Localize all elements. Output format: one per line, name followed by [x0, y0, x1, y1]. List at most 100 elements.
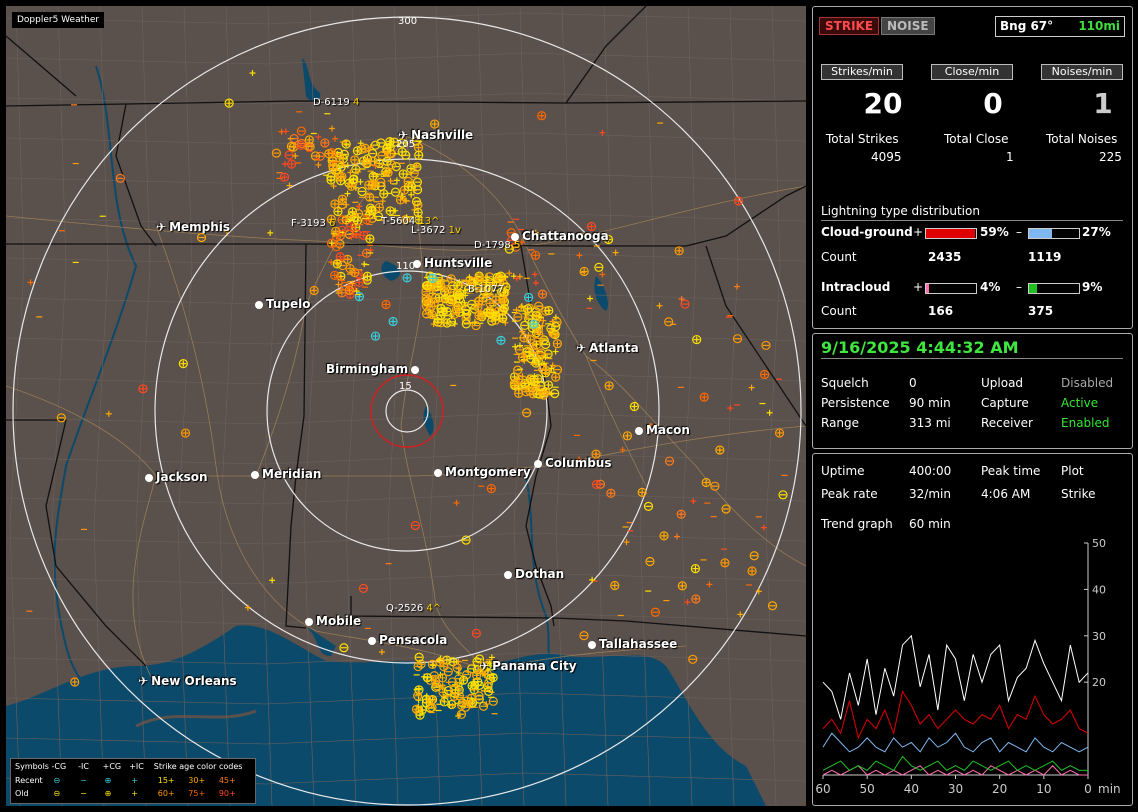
- total-noises-value: 225: [1099, 150, 1122, 164]
- trend-series-line: [822, 634, 1089, 720]
- strike-marker: [715, 445, 725, 455]
- pos-ic-old-icon: +: [131, 789, 138, 798]
- storm-cell-label[interactable]: F-3193 6: [291, 218, 335, 229]
- city-name: Macon: [646, 423, 690, 437]
- strike-marker: [269, 577, 276, 584]
- strike-marker: [287, 159, 297, 169]
- cell-tail: 13^: [418, 216, 440, 227]
- strike-marker: [528, 344, 538, 354]
- total-close-value: 1: [1006, 150, 1014, 164]
- strike-marker: [244, 604, 251, 611]
- strike-marker: [56, 413, 66, 423]
- strike-marker: [486, 483, 496, 494]
- strike-marker: [338, 277, 345, 284]
- strike-marker: [690, 498, 697, 505]
- lightning-map[interactable]: Doppler5 Weather 300 205 110 15 ✈ Nashvil…: [6, 6, 806, 806]
- strike-marker: [357, 178, 364, 185]
- ic-count-label: Count: [821, 304, 857, 318]
- ic-negative-pct: 9%: [1082, 280, 1103, 294]
- storm-cell-label[interactable]: Q-2526 4^: [386, 603, 441, 614]
- strike-marker: [335, 281, 342, 288]
- capture-label: Capture: [981, 396, 1029, 410]
- strike-marker: [310, 151, 321, 161]
- strike-marker: [347, 169, 354, 176]
- county-line: [513, 6, 529, 806]
- noises-per-min-button[interactable]: Noises/min: [1041, 64, 1123, 80]
- storm-cell-label[interactable]: T-5604 13^: [381, 216, 440, 227]
- dot-icon: [588, 640, 596, 649]
- county-line: [6, 692, 806, 705]
- legend-pos-cg-label: +CG: [102, 762, 122, 771]
- strike-marker: [532, 279, 539, 286]
- strike-marker: [454, 290, 464, 300]
- noise-mode-button[interactable]: NOISE: [881, 17, 935, 35]
- storm-cell-label[interactable]: L-3672 1v: [411, 225, 461, 236]
- strike-marker: [351, 222, 361, 233]
- strikes-per-min-button[interactable]: Strikes/min: [821, 64, 903, 80]
- bearing-readout: Bng 67° 110mi: [995, 16, 1125, 37]
- y-tick-label: 20: [1092, 676, 1106, 689]
- squelch-value[interactable]: 0: [909, 376, 917, 390]
- strike-marker: [461, 535, 471, 545]
- map-canvas[interactable]: [6, 6, 806, 806]
- strike-marker: [546, 324, 556, 334]
- strike-marker: [449, 702, 456, 709]
- trend-graph-value[interactable]: 60 min: [909, 517, 951, 531]
- strike-marker: [737, 611, 744, 618]
- strike-marker: [552, 339, 562, 349]
- city-jackson: Jackson: [145, 470, 208, 484]
- strike-marker: [331, 226, 341, 236]
- x-tick-label: 30: [948, 782, 963, 796]
- county-line: [219, 6, 235, 806]
- dot-icon: [251, 470, 259, 479]
- persistence-value[interactable]: 90 min: [909, 396, 951, 410]
- strike-marker: [531, 271, 538, 278]
- pos-cg-old-icon: ⊕: [104, 789, 112, 798]
- strike-marker: [472, 670, 482, 680]
- plot-value[interactable]: Strike: [1061, 487, 1096, 501]
- strike-marker: [286, 182, 293, 189]
- upload-status[interactable]: Disabled: [1061, 376, 1114, 390]
- strike-marker: [442, 306, 452, 317]
- strike-marker: [372, 162, 379, 169]
- close-per-min-button[interactable]: Close/min: [931, 64, 1013, 80]
- city-name: Memphis: [169, 220, 231, 234]
- strike-marker: [761, 340, 771, 351]
- capture-status[interactable]: Active: [1061, 396, 1099, 410]
- storm-cell-label[interactable]: B-1077: [468, 284, 504, 295]
- strike-marker: [646, 423, 656, 433]
- distance-value: 110mi: [1078, 19, 1120, 33]
- strike-marker: [759, 369, 770, 380]
- storm-cell-label[interactable]: D-1798 5: [474, 240, 520, 251]
- strike-marker: [430, 662, 437, 669]
- intracloud-label: Intracloud: [821, 280, 891, 294]
- strike-marker: [351, 164, 361, 174]
- age-30-label: 30+: [188, 776, 206, 785]
- strike-marker: [429, 297, 439, 308]
- county-line: [6, 92, 806, 105]
- range-value[interactable]: 313 mi: [909, 416, 951, 430]
- age-90-label: 90+: [218, 789, 236, 798]
- strike-marker: [576, 456, 583, 463]
- strike-marker: [506, 270, 513, 277]
- lake: [594, 276, 608, 311]
- strike-marker: [286, 141, 296, 152]
- receiver-status[interactable]: Enabled: [1061, 416, 1110, 430]
- strike-marker: [550, 388, 560, 399]
- strike-marker: [525, 374, 532, 381]
- strike-marker: [376, 177, 386, 187]
- strike-marker: [523, 314, 530, 321]
- strike-marker: [335, 172, 345, 182]
- strike-marker: [305, 141, 315, 152]
- strike-marker: [434, 280, 444, 290]
- total-strikes-value: 4095: [871, 150, 902, 164]
- strike-marker: [599, 271, 606, 278]
- cg-count-label: Count: [821, 250, 857, 264]
- city-name: Jackson: [156, 470, 208, 484]
- storm-cell-label[interactable]: D-6119 4: [313, 97, 359, 108]
- strike-marker: [413, 143, 424, 153]
- strike-marker: [428, 273, 438, 283]
- city-birmingham: Birmingham: [326, 362, 420, 376]
- strike-marker: [513, 365, 523, 375]
- strike-mode-button[interactable]: STRIKE: [819, 17, 880, 35]
